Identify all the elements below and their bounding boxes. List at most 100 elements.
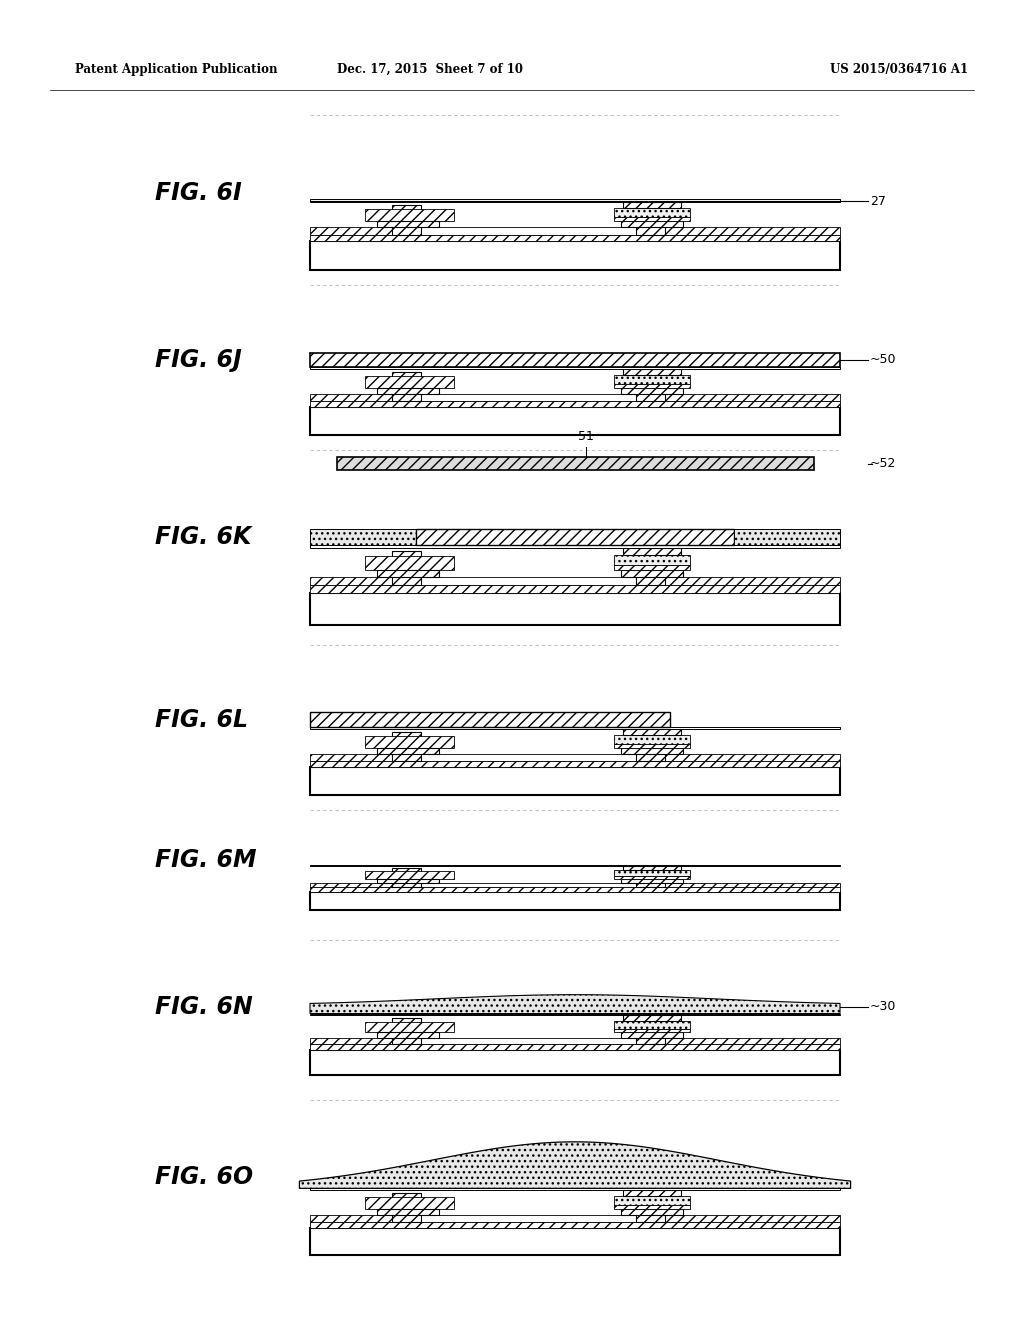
Bar <box>421 227 636 235</box>
Bar <box>310 865 840 866</box>
Bar <box>310 754 392 760</box>
Bar <box>310 1014 840 1015</box>
Bar <box>392 1018 421 1044</box>
Bar <box>614 1028 689 1032</box>
Bar <box>310 727 840 729</box>
Bar <box>310 352 840 367</box>
Bar <box>614 1020 689 1028</box>
Bar <box>310 1049 840 1074</box>
Text: US 2015/0364716 A1: US 2015/0364716 A1 <box>830 63 968 77</box>
Bar <box>310 760 840 767</box>
Bar <box>614 207 689 216</box>
Bar <box>421 393 636 401</box>
Bar <box>621 1209 683 1214</box>
Text: ~52: ~52 <box>870 457 896 470</box>
Text: ~30: ~30 <box>870 1001 896 1014</box>
Polygon shape <box>299 1142 851 1188</box>
Bar <box>392 372 421 401</box>
Text: 27: 27 <box>870 194 886 207</box>
Bar <box>614 216 689 222</box>
Bar <box>623 729 681 735</box>
Bar <box>377 747 439 754</box>
Bar <box>421 577 636 585</box>
Bar <box>614 1196 689 1205</box>
Bar <box>366 1197 455 1209</box>
Bar <box>665 227 840 235</box>
Bar <box>310 585 840 593</box>
Bar <box>614 743 689 747</box>
Bar <box>366 871 455 879</box>
Bar <box>636 1018 665 1044</box>
Bar <box>310 235 840 242</box>
Bar <box>310 367 840 368</box>
Bar <box>421 754 636 760</box>
Bar <box>310 1044 840 1049</box>
Bar <box>377 879 439 883</box>
Bar <box>310 1214 392 1222</box>
Bar <box>665 883 840 887</box>
Bar <box>310 1038 392 1044</box>
Bar <box>734 529 840 545</box>
Bar <box>337 457 813 470</box>
Bar <box>392 552 421 585</box>
Bar <box>614 554 689 565</box>
Text: FIG. 6O: FIG. 6O <box>155 1166 253 1189</box>
Text: Dec. 17, 2015  Sheet 7 of 10: Dec. 17, 2015 Sheet 7 of 10 <box>337 63 523 77</box>
Bar <box>310 199 840 202</box>
Bar <box>623 368 681 375</box>
Bar <box>366 376 455 388</box>
Text: FIG. 6I: FIG. 6I <box>155 181 242 205</box>
Bar <box>636 1193 665 1222</box>
Bar <box>366 556 455 570</box>
Bar <box>636 731 665 760</box>
Bar <box>621 222 683 227</box>
Bar <box>623 202 681 207</box>
Text: Patent Application Publication: Patent Application Publication <box>75 63 278 77</box>
Bar <box>421 1214 636 1222</box>
Bar <box>366 209 455 222</box>
Bar <box>310 393 392 401</box>
Bar <box>377 388 439 393</box>
Text: FIG. 6L: FIG. 6L <box>155 708 248 733</box>
Bar <box>310 227 392 235</box>
Bar <box>665 577 840 585</box>
Bar <box>623 1191 681 1196</box>
Bar <box>665 1038 840 1044</box>
Bar <box>621 879 683 883</box>
Bar <box>614 565 689 570</box>
Polygon shape <box>310 995 840 1014</box>
Bar <box>392 205 421 235</box>
Bar <box>665 393 840 401</box>
Bar <box>310 1222 840 1228</box>
Text: FIG. 6K: FIG. 6K <box>155 525 251 549</box>
Bar <box>377 1209 439 1214</box>
Bar <box>310 401 840 408</box>
Bar <box>421 883 636 887</box>
Bar <box>623 548 681 554</box>
Bar <box>377 1032 439 1038</box>
Text: ~50: ~50 <box>870 354 896 366</box>
Bar <box>621 747 683 754</box>
Text: FIG. 6M: FIG. 6M <box>155 847 256 873</box>
Bar <box>665 1214 840 1222</box>
Bar <box>392 731 421 760</box>
Bar <box>621 1032 683 1038</box>
Bar <box>614 735 689 743</box>
Bar <box>366 737 455 747</box>
Bar <box>310 1188 840 1191</box>
Bar <box>366 1022 455 1032</box>
Bar <box>392 867 421 887</box>
Bar <box>636 205 665 235</box>
Bar <box>392 1193 421 1222</box>
Bar <box>310 1228 840 1255</box>
Bar <box>665 754 840 760</box>
Bar <box>621 570 683 577</box>
Bar <box>614 870 689 875</box>
Bar <box>623 1015 681 1020</box>
Text: FIG. 6J: FIG. 6J <box>155 348 242 372</box>
Bar <box>310 408 840 436</box>
Bar <box>614 375 689 384</box>
Bar <box>623 866 681 870</box>
Bar <box>377 570 439 577</box>
Bar <box>621 388 683 393</box>
